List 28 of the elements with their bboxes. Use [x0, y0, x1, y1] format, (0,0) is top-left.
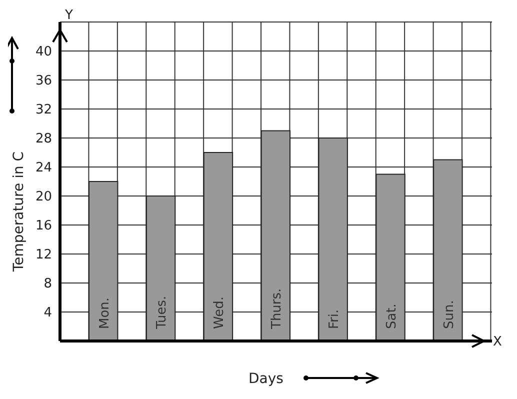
y-tick-label: 20 — [35, 190, 52, 205]
x-tick-label: Tues. — [154, 296, 170, 330]
bar — [88, 181, 118, 341]
annotation: Y — [64, 8, 73, 23]
y-tick-label: 4 — [44, 306, 52, 321]
x-tick-label: Thurs. — [270, 288, 285, 330]
y-tick-label: 40 — [35, 44, 52, 60]
y-tick-label: 36 — [35, 74, 52, 89]
bar — [203, 152, 234, 341]
x-tick-label: Sun. — [442, 300, 457, 329]
x-axis-title: Days — [248, 371, 284, 387]
bar — [376, 174, 406, 341]
y-tick-label: 24 — [35, 160, 52, 176]
x-tick-label: Fri. — [326, 309, 342, 329]
y-tick-label: 12 — [35, 248, 52, 263]
x-tick-label: Mon. — [97, 297, 112, 329]
text: X — [493, 334, 502, 350]
y-tick-label: 16 — [35, 218, 52, 234]
y-tick-label: 32 — [35, 102, 52, 118]
y-axis-title: Temperature in C — [10, 151, 27, 273]
bar — [146, 196, 176, 341]
y-tick-label: 8 — [44, 276, 52, 292]
x-tick-label: Sat. — [384, 304, 400, 329]
x-tick-label: Wed. — [212, 296, 228, 329]
bar — [260, 130, 290, 341]
bar — [318, 138, 348, 341]
y-tick-label: 28 — [35, 132, 52, 147]
bar — [433, 159, 463, 341]
